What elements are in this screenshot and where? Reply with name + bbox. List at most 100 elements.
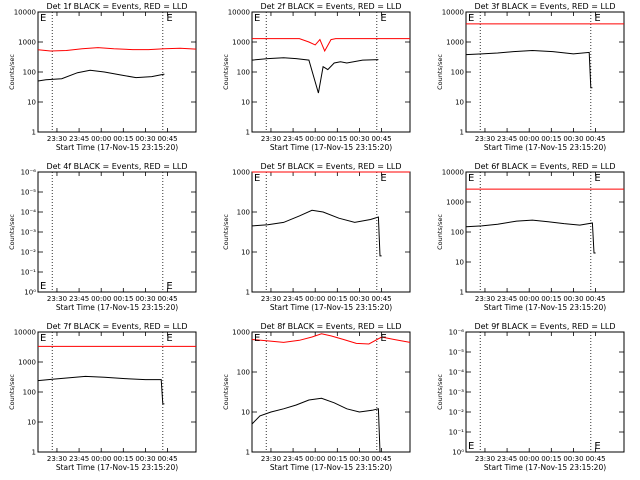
y-tick-label: 1 [32, 449, 36, 457]
events-series-line [465, 49, 593, 89]
x-tick-label: 00:00 [91, 455, 111, 463]
y-tick-label: 1000 [232, 169, 250, 177]
y-tick-label: 1 [246, 289, 250, 297]
x-tick-label: 00:15 [541, 295, 561, 303]
x-tick-label: 23:30 [475, 295, 495, 303]
x-tick-label: 00:45 [157, 455, 177, 463]
y-tick-label: 10⁻⁵ [449, 349, 465, 357]
x-axis-label: Start Time (17-Nov-15 23:15:20) [56, 303, 178, 312]
y-tick-label: 100 [237, 69, 250, 77]
x-tick-label: 00:30 [135, 455, 155, 463]
y-tick-label: 100 [237, 209, 250, 217]
x-tick-label: 00:30 [563, 135, 583, 143]
e-flag-marker: E [166, 13, 172, 24]
panel-2: Det 2f BLACK = Events, RED = LLD 23:30 23:… [222, 2, 411, 152]
y-axis-label: Counts/sec [222, 374, 230, 410]
events-series-line [251, 397, 382, 453]
y-tick-label: 100 [237, 369, 250, 377]
y-tick-label: 10⁻² [21, 249, 37, 257]
y-tick-label: 10⁻⁴ [449, 369, 465, 377]
x-tick-label: 00:30 [135, 295, 155, 303]
y-tick-label: 1000 [18, 359, 36, 367]
y-tick-label: 1000 [446, 39, 464, 47]
e-flag-marker: E [594, 173, 600, 184]
y-axis-label: Counts/sec [436, 374, 444, 410]
x-tick-label: 23:30 [47, 455, 67, 463]
x-tick-label: 23:45 [497, 135, 517, 143]
y-tick-label: 10 [241, 249, 250, 257]
panel-title: Det 2f BLACK = Events, RED = LLD [260, 2, 401, 11]
y-tick-label: 10⁻⁵ [21, 189, 37, 197]
x-tick-label: 00:45 [371, 135, 391, 143]
x-axis-label: Start Time (17-Nov-15 23:15:20) [56, 463, 178, 472]
x-tick-label: 00:15 [541, 135, 561, 143]
plot-frame [465, 11, 625, 133]
e-flag-marker: E [40, 281, 46, 292]
y-tick-label: 100 [451, 229, 464, 237]
panel-9: Det 9f BLACK = Events, RED = LLD 23:30 23:… [436, 322, 625, 472]
x-tick-label: 23:30 [475, 135, 495, 143]
y-axis-label: Counts/sec [436, 214, 444, 250]
plot-frame [251, 171, 411, 293]
y-tick-label: 1 [246, 449, 250, 457]
y-tick-label: 1000 [232, 329, 250, 337]
x-tick-label: 00:00 [305, 455, 325, 463]
y-tick-label: 10⁻³ [21, 229, 37, 237]
x-tick-label: 00:45 [157, 135, 177, 143]
x-tick-label: 00:15 [541, 455, 561, 463]
y-tick-label: 10⁰ [24, 289, 36, 297]
e-flag-marker: E [468, 173, 474, 184]
events-series-line [251, 209, 382, 257]
y-tick-label: 10000 [14, 329, 36, 337]
e-flag-marker: E [594, 13, 600, 24]
panel-7: Det 7f BLACK = Events, RED = LLD 23:30 23:… [8, 322, 197, 472]
panel-8: Det 8f BLACK = Events, RED = LLD 23:30 23:… [222, 322, 411, 472]
x-tick-label: 00:45 [371, 455, 391, 463]
panel-1: Det 1f BLACK = Events, RED = LLD 23:30 23:… [8, 2, 197, 152]
panel-title: Det 4f BLACK = Events, RED = LLD [46, 162, 187, 171]
y-tick-label: 10⁰ [452, 449, 464, 457]
y-tick-label: 10 [27, 419, 36, 427]
plot-frame [251, 11, 411, 133]
plot-frame [465, 331, 625, 453]
y-axis-label: Counts/sec [222, 54, 230, 90]
x-tick-label: 00:30 [349, 295, 369, 303]
panel-5: Det 5f BLACK = Events, RED = LLD 23:30 23:… [222, 162, 411, 312]
y-tick-label: 10⁻⁶ [449, 329, 465, 337]
x-tick-label: 00:00 [305, 135, 325, 143]
e-flag-marker: E [380, 333, 386, 344]
plot-frame [465, 171, 625, 293]
x-tick-label: 00:00 [91, 135, 111, 143]
y-tick-label: 10⁻⁶ [21, 169, 37, 177]
panel-title: Det 1f BLACK = Events, RED = LLD [46, 2, 187, 11]
y-tick-label: 1 [460, 129, 464, 137]
x-axis-label: Start Time (17-Nov-15 23:15:20) [56, 143, 178, 152]
y-tick-label: 10 [241, 99, 250, 107]
x-tick-label: 00:30 [563, 295, 583, 303]
lld-series-line [251, 333, 411, 345]
events-series-line [37, 69, 165, 82]
panel-title: Det 8f BLACK = Events, RED = LLD [260, 322, 401, 331]
e-flag-marker: E [166, 281, 172, 292]
y-axis-label: Counts/sec [8, 54, 16, 90]
e-flag-marker: E [254, 13, 260, 24]
e-flag-marker: E [254, 173, 260, 184]
x-tick-label: 00:15 [113, 135, 133, 143]
lld-series-line [252, 38, 410, 53]
x-tick-label: 00:15 [327, 295, 347, 303]
y-axis-label: Counts/sec [436, 54, 444, 90]
x-tick-label: 23:45 [283, 135, 303, 143]
panel-title: Det 3f BLACK = Events, RED = LLD [474, 2, 615, 11]
x-tick-label: 00:15 [327, 135, 347, 143]
x-tick-label: 00:45 [157, 295, 177, 303]
x-tick-label: 23:30 [47, 295, 67, 303]
x-tick-label: 00:45 [585, 455, 605, 463]
y-axis-label: Counts/sec [8, 214, 16, 250]
y-tick-label: 100 [451, 69, 464, 77]
x-tick-label: 00:45 [585, 295, 605, 303]
e-flag-marker: E [468, 13, 474, 24]
plot-frame [37, 171, 197, 293]
y-tick-label: 10 [455, 259, 464, 267]
x-tick-label: 23:30 [47, 135, 67, 143]
panel-3: Det 3f BLACK = Events, RED = LLD 23:30 23:… [436, 2, 625, 152]
